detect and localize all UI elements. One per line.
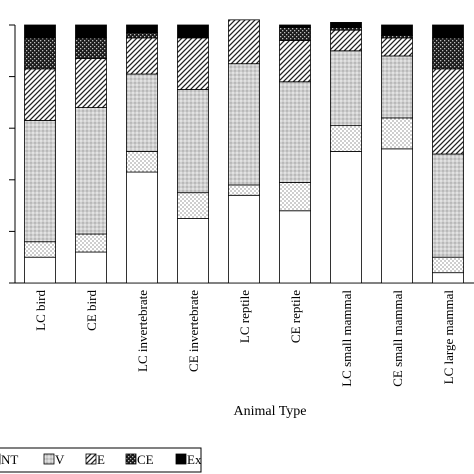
bar-segment-lc (228, 194, 260, 284)
bar-segment-ex (279, 24, 311, 28)
y-axis (9, 24, 16, 284)
bar-segment-v (279, 81, 311, 183)
bar-segment-v (228, 63, 260, 186)
x-tick-label: CE reptile (288, 290, 303, 343)
x-tick-label: LC reptile (237, 290, 252, 343)
legend-label-e: E (97, 452, 105, 467)
x-axis-title: Animal Type (233, 404, 306, 419)
bar-segment-e (432, 68, 464, 155)
bar-segment-lc (177, 218, 209, 284)
bars-group (24, 19, 464, 284)
bar-segment-v (177, 89, 209, 194)
bar-segment-e (381, 37, 413, 57)
x-tick-labels: LC bird CE bird LC invertebrate CE inverteb… (33, 290, 456, 387)
bar-segment-lc (126, 171, 158, 284)
legend-label-ce: CE (137, 452, 154, 467)
bar-segment-e (126, 37, 158, 75)
bar-segment-ce (24, 37, 56, 70)
bar-segment-ex (75, 24, 107, 39)
bar-segment-ex (381, 24, 413, 36)
bar-segment-lc (24, 256, 56, 284)
bar-segment-nt (177, 192, 209, 219)
legend: NT V E CE Ex (0, 447, 202, 473)
legend-swatch-ex (175, 453, 187, 465)
legend-swatch-e (85, 453, 97, 465)
legend-box (0, 447, 202, 473)
bar-segment-ex (177, 24, 209, 39)
bar-segment-nt (24, 241, 56, 258)
bar-segment-v (432, 153, 464, 258)
bar-segment-ce (432, 37, 464, 70)
legend-swatch-v (43, 453, 55, 465)
legend-label-nt: NT (1, 452, 18, 467)
bar-segment-v (24, 120, 56, 243)
x-tick-label: LC invertebrate (135, 290, 150, 372)
bar-segment-e (24, 68, 56, 121)
bar-segment-nt (75, 233, 107, 253)
legend-swatch-ce (125, 453, 137, 465)
bar-segment-ex (330, 22, 362, 28)
bar-segment-nt (432, 256, 464, 274)
bar-segment-v (126, 73, 158, 152)
bar-segment-v (330, 50, 362, 127)
bar-segment-ce (126, 32, 158, 39)
legend-label-v: V (55, 452, 65, 467)
bar-segment-nt (279, 181, 311, 212)
bar-segment-e (330, 29, 362, 52)
x-tick-label: LC bird (33, 290, 48, 331)
bar-segment-ce (279, 27, 311, 41)
bar-segment-ex (24, 24, 56, 39)
bar-segment-e (177, 37, 209, 90)
legend-label-ex: Ex (187, 452, 202, 467)
bar-segment-lc (381, 148, 413, 284)
bar-segment-lc (279, 210, 311, 284)
bar-segment-lc (432, 272, 464, 284)
bar-segment-lc (330, 151, 362, 284)
bar-segment-nt (330, 125, 362, 152)
x-tick-label: CE small mammal (390, 290, 405, 387)
x-tick-label: CE invertebrate (186, 290, 201, 372)
x-tick-label: CE bird (84, 290, 99, 331)
bar-segment-v (75, 107, 107, 235)
x-tick-label: LC small mammal (339, 290, 354, 387)
bar-segment-e (75, 58, 107, 108)
bar-segment-ex (126, 24, 158, 34)
bar-segment-v (381, 55, 413, 119)
x-tick-label: LC large mammal (441, 290, 456, 385)
bar-segment-e (228, 19, 260, 65)
bar-segment-nt (228, 184, 260, 196)
bar-segment-ce (75, 37, 107, 59)
bar-segment-lc (75, 251, 107, 284)
bar-segment-e (279, 40, 311, 83)
bar-segment-nt (381, 117, 413, 150)
bar-segment-ex (432, 24, 464, 39)
bar-segment-nt (126, 151, 158, 173)
